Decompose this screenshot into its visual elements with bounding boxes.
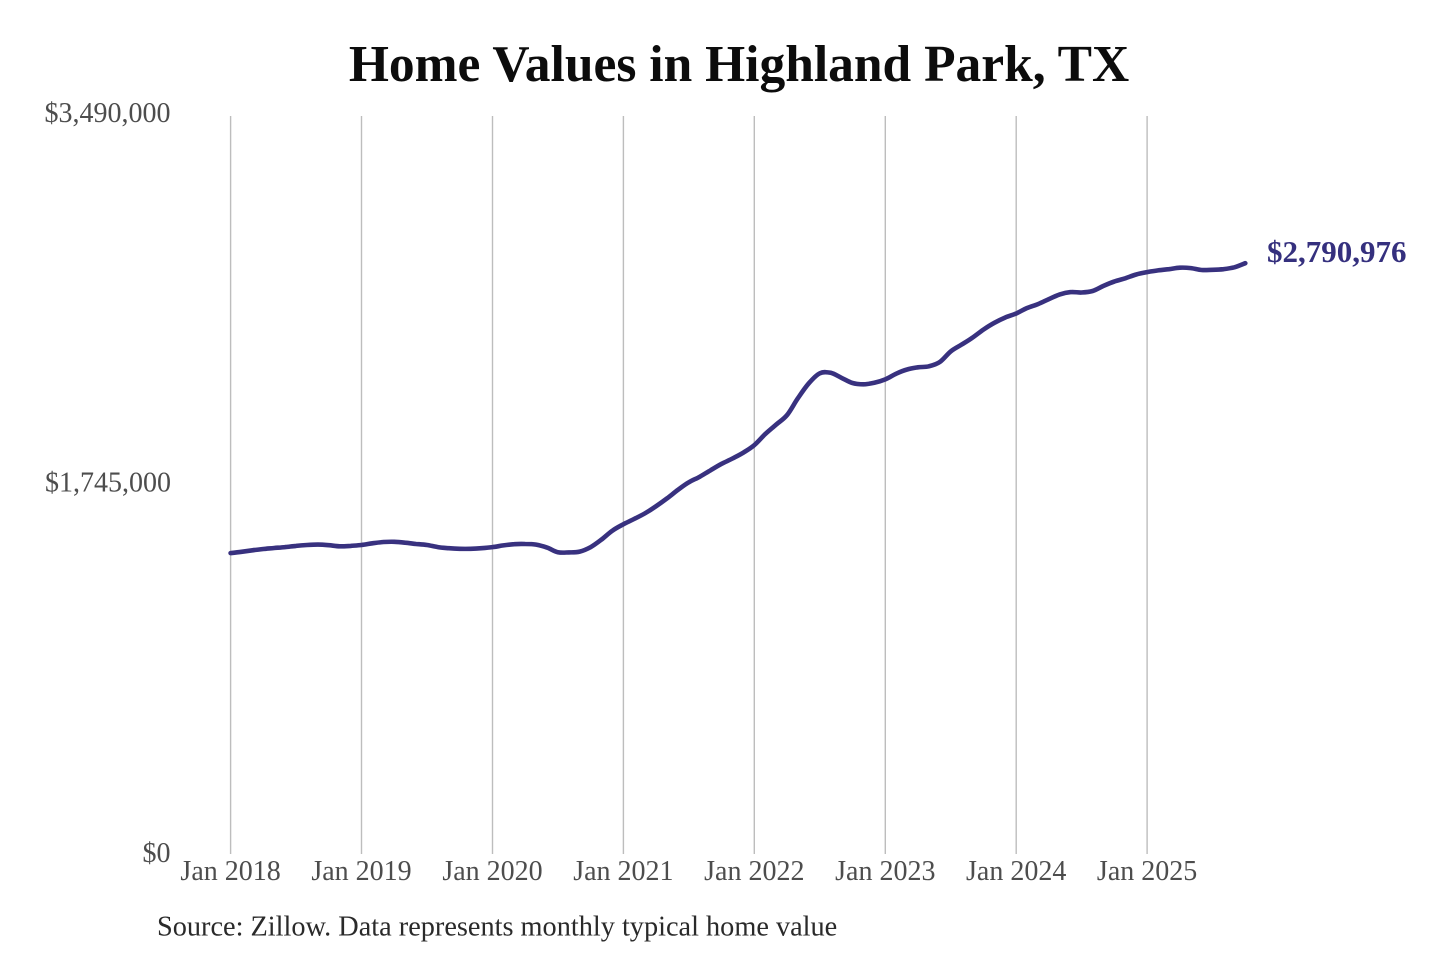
svg-text:$0: $0 — [143, 838, 171, 869]
svg-text:Jan 2022: Jan 2022 — [704, 856, 804, 887]
svg-text:$3,490,000: $3,490,000 — [45, 98, 171, 129]
svg-text:Jan 2025: Jan 2025 — [1097, 856, 1197, 887]
svg-text:Jan 2024: Jan 2024 — [966, 856, 1066, 887]
svg-text:Jan 2020: Jan 2020 — [442, 856, 542, 887]
svg-text:Source: Zillow. Data represent: Source: Zillow. Data represents monthly … — [157, 912, 837, 943]
svg-text:$2,790,976: $2,790,976 — [1267, 234, 1407, 269]
svg-text:Jan 2021: Jan 2021 — [573, 856, 673, 887]
svg-text:Jan 2019: Jan 2019 — [311, 856, 411, 887]
svg-text:Home Values in Highland Park,: Home Values in Highland Park, TX — [349, 36, 1129, 93]
svg-text:$1,745,000: $1,745,000 — [45, 468, 171, 499]
svg-text:Jan 2023: Jan 2023 — [835, 856, 935, 887]
svg-text:Jan 2018: Jan 2018 — [180, 856, 280, 887]
